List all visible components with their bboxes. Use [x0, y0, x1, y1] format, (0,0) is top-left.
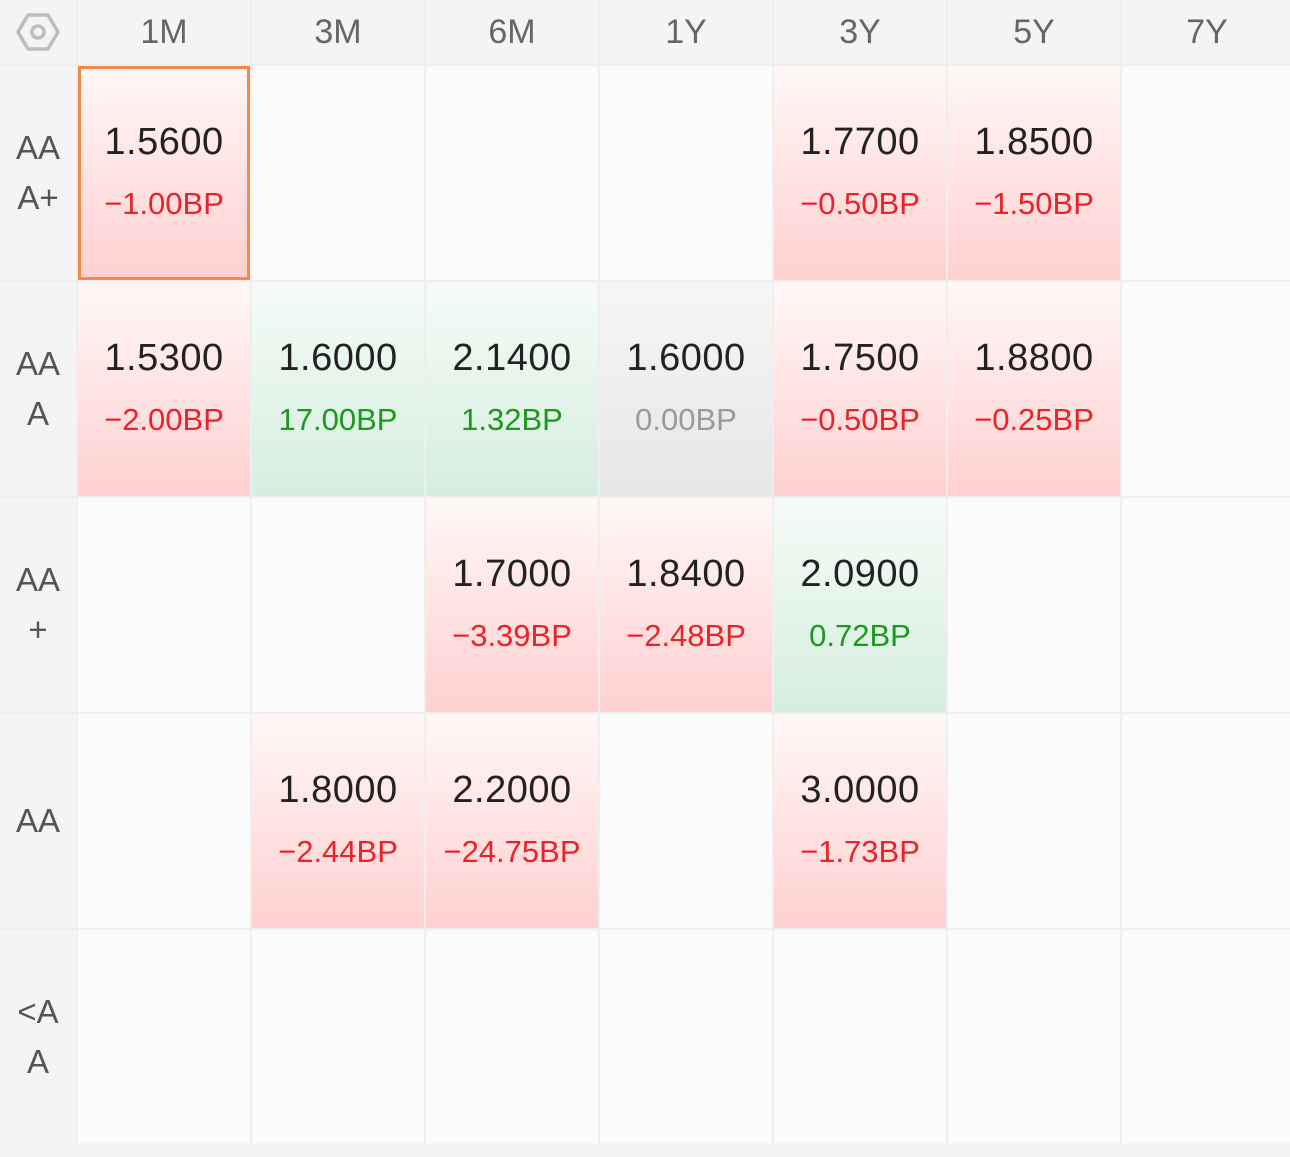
rate-value: 2.1400: [452, 336, 572, 379]
rate-cell[interactable]: [600, 930, 772, 1144]
change-value: −2.00BP: [104, 401, 224, 437]
rate-cell[interactable]: 2.1400 1.32BP: [426, 282, 598, 496]
change-value: −0.25BP: [974, 401, 1094, 437]
rate-value: 3.0000: [800, 768, 920, 811]
change-value: −0.50BP: [800, 185, 920, 221]
column-header-5y[interactable]: 5Y: [948, 0, 1120, 64]
row-header-1[interactable]: AAA: [0, 282, 76, 496]
rate-cell[interactable]: [78, 498, 250, 712]
change-value: −1.50BP: [974, 185, 1094, 221]
rate-cell[interactable]: 1.7000 −3.39BP: [426, 498, 598, 712]
change-value: 0.00BP: [635, 401, 737, 437]
rate-cell[interactable]: 3.0000 −1.73BP: [774, 714, 946, 928]
rate-cell[interactable]: [1122, 714, 1290, 928]
change-value: 0.72BP: [809, 617, 911, 653]
column-header-3y[interactable]: 3Y: [774, 0, 946, 64]
rate-cell[interactable]: [948, 714, 1120, 928]
change-value: −0.50BP: [800, 401, 920, 437]
column-header-1y[interactable]: 1Y: [600, 0, 772, 64]
rate-value: 1.6000: [278, 336, 398, 379]
change-value: −1.73BP: [800, 833, 920, 869]
change-value: −1.00BP: [104, 185, 224, 221]
rate-cell[interactable]: [252, 930, 424, 1144]
row-header-0[interactable]: AAA+: [0, 66, 76, 280]
rate-cell[interactable]: [426, 66, 598, 280]
rate-value: 1.8500: [974, 120, 1094, 163]
rate-value: 1.7500: [800, 336, 920, 379]
rate-cell[interactable]: 1.8500 −1.50BP: [948, 66, 1120, 280]
row-header-label: AAA: [15, 345, 61, 432]
rate-cell[interactable]: [600, 714, 772, 928]
rate-cell[interactable]: 1.6000 0.00BP: [600, 282, 772, 496]
settings-button[interactable]: [0, 0, 76, 64]
rate-cell[interactable]: [78, 714, 250, 928]
rate-cell[interactable]: [252, 66, 424, 280]
rate-cell[interactable]: [1122, 66, 1290, 280]
rate-cell[interactable]: [1122, 282, 1290, 496]
bottom-strip: [0, 1143, 1290, 1157]
rate-cell[interactable]: 1.7500 −0.50BP: [774, 282, 946, 496]
rate-cell[interactable]: [252, 498, 424, 712]
rate-value: 2.0900: [800, 552, 920, 595]
rate-value: 1.7700: [800, 120, 920, 163]
change-value: −2.48BP: [626, 617, 746, 653]
rate-value: 1.8800: [974, 336, 1094, 379]
rate-value: 1.5300: [104, 336, 224, 379]
rate-cell[interactable]: 2.2000 −24.75BP: [426, 714, 598, 928]
rate-cell[interactable]: 2.0900 0.72BP: [774, 498, 946, 712]
row-header-3[interactable]: AA: [0, 714, 76, 928]
rate-cell[interactable]: 1.8800 −0.25BP: [948, 282, 1120, 496]
rate-cell[interactable]: [1122, 930, 1290, 1144]
rate-value: 1.5600: [104, 120, 224, 163]
row-header-label: AA: [15, 802, 61, 839]
rate-cell[interactable]: 1.7700 −0.50BP: [774, 66, 946, 280]
column-header-7y[interactable]: 7Y: [1122, 0, 1290, 64]
rate-cell[interactable]: [948, 498, 1120, 712]
column-header-1m[interactable]: 1M: [78, 0, 250, 64]
column-header-6m[interactable]: 6M: [426, 0, 598, 64]
change-value: 1.32BP: [461, 401, 563, 437]
change-value: 17.00BP: [278, 401, 398, 437]
row-header-label: <AA: [17, 993, 59, 1080]
change-value: −2.44BP: [278, 833, 398, 869]
column-header-3m[interactable]: 3M: [252, 0, 424, 64]
rate-cell[interactable]: 1.8000 −2.44BP: [252, 714, 424, 928]
rate-cell[interactable]: [948, 930, 1120, 1144]
rate-cell[interactable]: [1122, 498, 1290, 712]
hexagon-settings-icon: [16, 13, 60, 51]
rate-cell[interactable]: 1.5300 −2.00BP: [78, 282, 250, 496]
rate-cell[interactable]: 1.5600 −1.00BP: [78, 66, 250, 280]
change-value: −3.39BP: [452, 617, 572, 653]
row-header-2[interactable]: AA+: [0, 498, 76, 712]
rate-value: 1.7000: [452, 552, 572, 595]
rate-value: 1.8400: [626, 552, 746, 595]
rate-cell[interactable]: 1.6000 17.00BP: [252, 282, 424, 496]
rate-cell[interactable]: [426, 930, 598, 1144]
rate-cell[interactable]: 1.8400 −2.48BP: [600, 498, 772, 712]
row-header-4[interactable]: <AA: [0, 930, 76, 1144]
row-header-label: AA+: [15, 561, 61, 648]
rate-value: 2.2000: [452, 768, 572, 811]
change-value: −24.75BP: [443, 833, 581, 869]
rate-cell[interactable]: [78, 930, 250, 1144]
rate-value: 1.8000: [278, 768, 398, 811]
row-header-label: AAA+: [15, 129, 61, 216]
rate-cell[interactable]: [774, 930, 946, 1144]
rate-value: 1.6000: [626, 336, 746, 379]
rate-cell[interactable]: [600, 66, 772, 280]
